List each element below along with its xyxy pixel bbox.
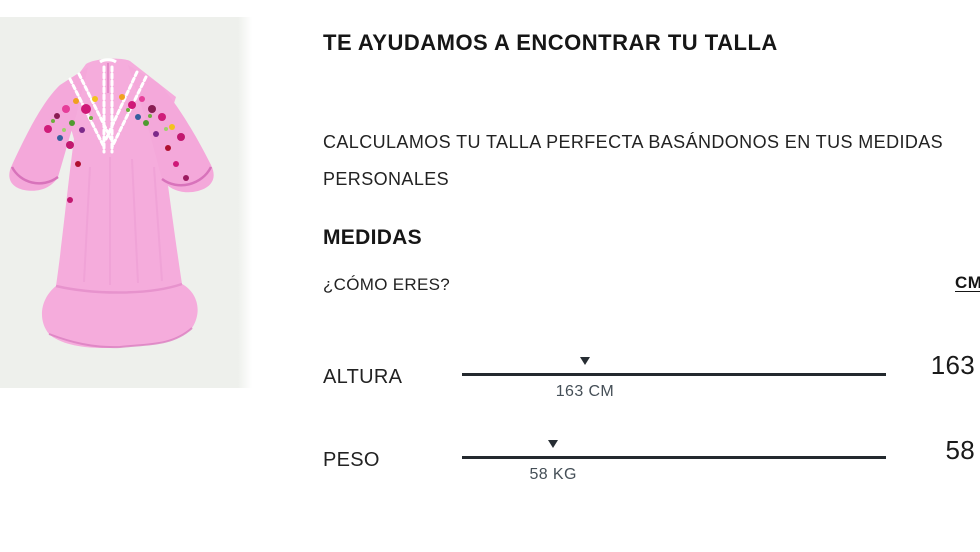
- peso-value: 58: [945, 435, 975, 465]
- question-como-eres: ¿CÓMO ERES?: [323, 275, 451, 294]
- unit-toggle-cm[interactable]: CM: [955, 273, 980, 292]
- altura-slider-marker-icon[interactable]: [579, 357, 590, 365]
- section-title-medidas: MEDIDAS: [323, 226, 422, 249]
- product-image-panel: [0, 17, 252, 388]
- peso-slider-marker-icon[interactable]: [548, 440, 559, 448]
- peso-slider-track[interactable]: 58 KG: [462, 440, 886, 483]
- altura-value: 163: [930, 350, 975, 380]
- altura-slider-value-label: 163 CM: [555, 383, 615, 400]
- peso-label: PESO: [323, 449, 380, 471]
- peso-slider-value-label: 58 KG: [529, 466, 577, 483]
- intro-text-line-1: CALCULAMOS TU TALLA PERFECTA BASÁNDONOS …: [323, 132, 944, 152]
- altura-slider-track[interactable]: 163 CM: [462, 357, 886, 400]
- embroidery-right: [119, 94, 189, 181]
- intro-text-line-2: PERSONALES: [323, 169, 450, 189]
- altura-label: ALTURA: [323, 366, 403, 388]
- embroidery-left: [44, 96, 98, 203]
- pink-embroidered-dress-image: [9, 58, 214, 349]
- page-title: TE AYUDAMOS A ENCONTRAR TU TALLA: [323, 30, 778, 55]
